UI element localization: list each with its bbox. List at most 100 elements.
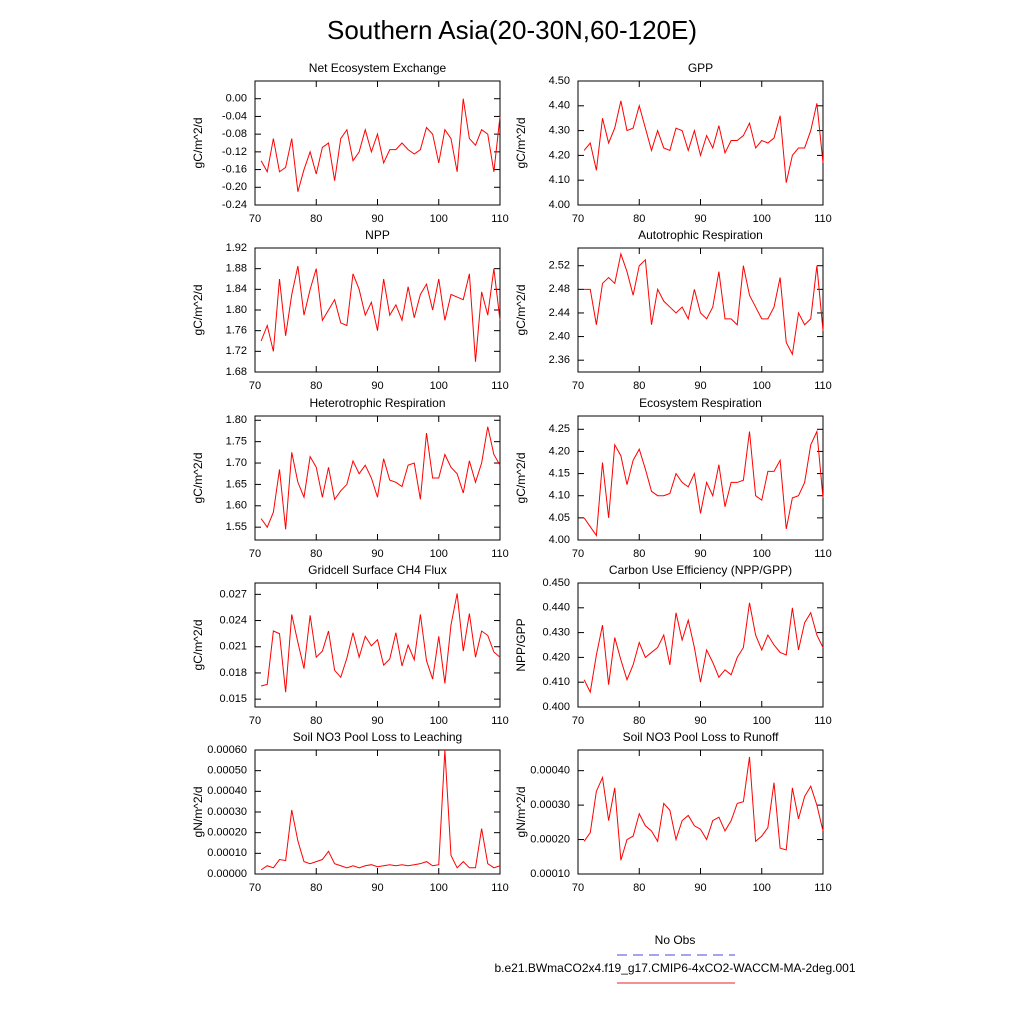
y-tick-label: 0.400 xyxy=(542,701,570,713)
y-tick-label: 0.410 xyxy=(542,676,570,688)
data-line xyxy=(260,593,501,693)
x-tick-label: 110 xyxy=(491,882,509,894)
y-axis-label: gC/m^2/d xyxy=(514,118,528,169)
y-tick-label: -0.16 xyxy=(222,163,247,175)
y-tick-label: 1.76 xyxy=(226,325,247,337)
y-axis-label: gC/m^2/d xyxy=(191,118,205,169)
y-tick-label: -0.04 xyxy=(222,110,247,122)
x-tick-label: 110 xyxy=(491,380,509,392)
x-tick-label: 80 xyxy=(310,882,322,894)
y-tick-label: 0.021 xyxy=(219,641,247,653)
x-tick-label: 110 xyxy=(491,548,509,560)
y-tick-label: 0.00030 xyxy=(530,799,570,811)
y-tick-label: 0.00060 xyxy=(207,744,247,756)
panel-title: Carbon Use Efficiency (NPP/GPP) xyxy=(609,563,792,577)
x-tick-label: 70 xyxy=(572,882,584,894)
x-tick-label: 80 xyxy=(310,715,322,727)
x-tick-label: 80 xyxy=(310,548,322,560)
x-tick-label: 100 xyxy=(430,380,448,392)
data-line xyxy=(260,749,501,871)
y-tick-label: 1.60 xyxy=(226,500,247,512)
data-line xyxy=(583,602,824,694)
x-tick-label: 90 xyxy=(371,715,383,727)
legend-label: b.e21.BWmaCO2x4.f19_g17.CMIP6-4xCO2-WACC… xyxy=(494,961,855,975)
y-axis-label: gN/m^2/d xyxy=(191,787,205,838)
y-axis-label: gC/m^2/d xyxy=(514,453,528,504)
panel-title: Net Ecosystem Exchange xyxy=(309,61,447,75)
x-tick-label: 100 xyxy=(430,715,448,727)
x-tick-label: 70 xyxy=(249,548,261,560)
y-tick-label: 1.65 xyxy=(226,478,247,490)
y-tick-label: 2.48 xyxy=(549,283,570,295)
y-tick-label: 0.00020 xyxy=(207,827,247,839)
y-tick-label: 1.88 xyxy=(226,263,247,275)
data-line xyxy=(260,265,501,362)
y-tick-label: 0.420 xyxy=(542,651,570,663)
y-tick-label: 4.20 xyxy=(549,149,570,161)
y-tick-label: 4.15 xyxy=(549,467,570,479)
y-tick-label: 4.05 xyxy=(549,512,570,524)
y-tick-label: 0.00 xyxy=(226,93,247,105)
panel-title: Soil NO3 Pool Loss to Runoff xyxy=(623,730,780,744)
x-tick-label: 110 xyxy=(491,213,509,225)
x-tick-label: 110 xyxy=(814,213,832,225)
x-tick-label: 70 xyxy=(572,715,584,727)
y-tick-label: 0.00040 xyxy=(207,785,247,797)
y-tick-label: 0.430 xyxy=(542,627,570,639)
x-tick-label: 110 xyxy=(491,715,509,727)
y-tick-label: 0.00000 xyxy=(207,868,247,880)
x-tick-label: 80 xyxy=(633,715,645,727)
y-tick-label: 0.018 xyxy=(219,667,247,679)
y-tick-label: 1.75 xyxy=(226,436,247,448)
x-tick-label: 70 xyxy=(249,882,261,894)
x-tick-label: 70 xyxy=(572,380,584,392)
y-tick-label: 2.40 xyxy=(549,330,570,342)
y-tick-label: 0.00020 xyxy=(530,833,570,845)
x-tick-label: 70 xyxy=(249,213,261,225)
x-tick-label: 90 xyxy=(694,882,706,894)
y-tick-label: 4.20 xyxy=(549,445,570,457)
figure-title: Southern Asia(20-30N,60-120E) xyxy=(327,15,697,45)
y-tick-label: -0.08 xyxy=(222,128,247,140)
y-tick-label: 4.30 xyxy=(549,125,570,137)
x-tick-label: 100 xyxy=(430,213,448,225)
x-tick-label: 90 xyxy=(371,882,383,894)
y-tick-label: 2.44 xyxy=(549,307,570,319)
x-tick-label: 90 xyxy=(371,548,383,560)
data-line xyxy=(260,426,501,530)
y-tick-label: 1.55 xyxy=(226,521,247,533)
x-tick-label: 100 xyxy=(430,548,448,560)
y-tick-label: 1.72 xyxy=(226,345,247,357)
data-line xyxy=(583,756,824,861)
x-tick-label: 90 xyxy=(371,213,383,225)
y-tick-label: 2.52 xyxy=(549,260,570,272)
y-tick-label: 0.440 xyxy=(542,602,570,614)
y-tick-label: 1.84 xyxy=(226,283,247,295)
x-tick-label: 70 xyxy=(249,715,261,727)
x-tick-label: 100 xyxy=(430,882,448,894)
y-tick-label: -0.20 xyxy=(222,181,247,193)
x-tick-label: 70 xyxy=(572,213,584,225)
y-axis-label: gN/m^2/d xyxy=(514,787,528,838)
y-tick-label: 4.00 xyxy=(549,199,570,211)
x-tick-label: 80 xyxy=(633,213,645,225)
x-tick-label: 90 xyxy=(694,213,706,225)
x-tick-label: 80 xyxy=(633,882,645,894)
panel-title: Soil NO3 Pool Loss to Leaching xyxy=(293,730,462,744)
x-tick-label: 110 xyxy=(814,380,832,392)
data-line xyxy=(583,100,824,183)
y-tick-label: -0.12 xyxy=(222,146,247,158)
x-tick-label: 80 xyxy=(633,548,645,560)
x-tick-label: 110 xyxy=(814,548,832,560)
y-axis-label: gC/m^2/d xyxy=(514,285,528,336)
y-tick-label: 0.015 xyxy=(219,693,247,705)
y-axis-label: gC/m^2/d xyxy=(191,285,205,336)
y-tick-label: 0.00010 xyxy=(207,847,247,859)
x-tick-label: 80 xyxy=(633,380,645,392)
panel-title: Autotrophic Respiration xyxy=(638,228,763,242)
y-tick-label: 1.80 xyxy=(226,414,247,426)
y-tick-label: 4.50 xyxy=(549,75,570,87)
x-tick-label: 70 xyxy=(249,380,261,392)
